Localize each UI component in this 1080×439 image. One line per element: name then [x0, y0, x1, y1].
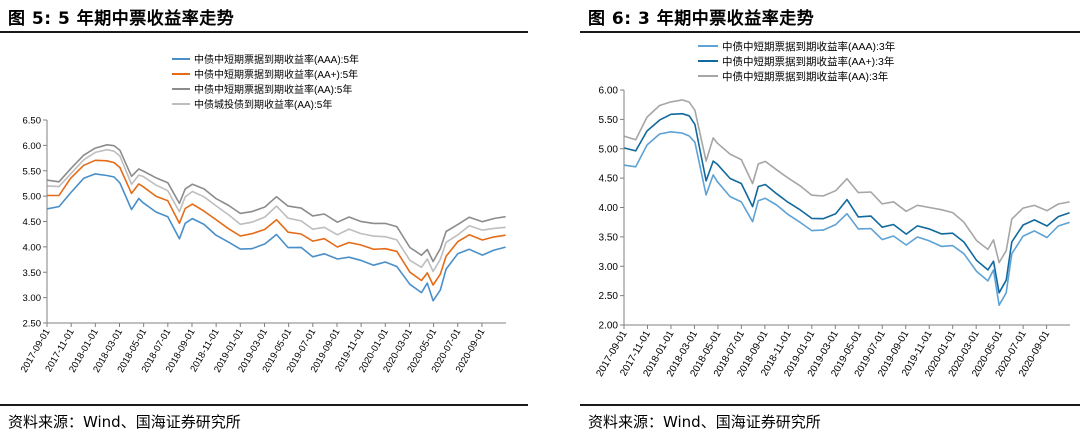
y-tick-label: 6.00 [599, 86, 619, 97]
series-line [624, 131, 1070, 307]
y-tick-label: 6.50 [23, 116, 42, 127]
legend: 中债中短期票据到期收益率(AAA):5年 中债中短期票据到期收益率(AA+):5… [172, 53, 359, 111]
legend-item: 中债城投债到期收益率(AA):5年 [172, 98, 332, 111]
y-tick-label: 4.50 [599, 174, 619, 185]
figure-6-chart: 中债中短期票据到期收益率(AAA):3年 中债中短期票据到期收益率(AA+):3… [594, 40, 1070, 379]
y-tick-label: 2.50 [599, 291, 619, 302]
figure-5-title: 图 5: 5 年期中票收益率走势 [8, 9, 235, 29]
legend-label: 中债中短期票据到期收益率(AA):5年 [194, 83, 352, 96]
figure-5-source: 资料来源：Wind、国海证券研究所 [8, 413, 241, 431]
legend-label: 中债城投债到期收益率(AA):5年 [194, 98, 332, 111]
y-tick-label: 3.50 [23, 268, 42, 279]
legend-label: 中债中短期票据到期收益率(AA):3年 [722, 70, 888, 83]
figure-6-source: 资料来源：Wind、国海证券研究所 [588, 413, 821, 431]
figure-6-title: 图 6: 3 年期中票收益率走势 [588, 9, 815, 29]
y-tick-label: 5.00 [23, 192, 42, 203]
legend-item: 中债中短期票据到期收益率(AAA):3年 [698, 40, 895, 53]
series-line [47, 159, 506, 286]
y-tick-label: 3.00 [599, 262, 619, 273]
legend-label: 中债中短期票据到期收益率(AA+):5年 [194, 68, 358, 81]
series-line [47, 144, 506, 263]
y-tick-label: 5.50 [599, 115, 619, 126]
series-line [47, 173, 506, 302]
legend-label: 中债中短期票据到期收益率(AAA):3年 [722, 40, 895, 53]
figure-5-chart: 中债中短期票据到期收益率(AAA):5年 中债中短期票据到期收益率(AA+):5… [19, 53, 506, 375]
legend-item: 中债中短期票据到期收益率(AA+):3年 [698, 55, 894, 68]
figure-6-panel: 图 6: 3 年期中票收益率走势 中债中短期票据到期收益率(AAA):3年 中债… [580, 0, 1080, 439]
y-tick-label: 5.50 [23, 166, 42, 177]
figure-5-panel: 图 5: 5 年期中票收益率走势 中债中短期票据到期收益率(AAA):5年 中债… [0, 0, 528, 439]
series-line [47, 148, 506, 273]
series-line [624, 112, 1070, 294]
y-tick-label: 4.00 [599, 203, 619, 214]
legend-item: 中债中短期票据到期收益率(AA):5年 [172, 83, 352, 96]
figure-6-bottom-rule [580, 404, 1080, 406]
y-tick-label: 3.50 [599, 232, 619, 243]
legend: 中债中短期票据到期收益率(AAA):3年 中债中短期票据到期收益率(AA+):3… [698, 40, 895, 83]
y-tick-label: 6.00 [23, 141, 42, 152]
y-tick-label: 4.00 [23, 242, 42, 253]
series-line [624, 99, 1070, 264]
figure-5-top-rule [0, 31, 528, 33]
figure-6-top-rule [580, 31, 1080, 33]
plot-area: 6.506.005.505.004.504.003.503.002.502017… [19, 116, 506, 375]
figure-5-bottom-rule [0, 404, 528, 406]
plot-area: 6.005.505.004.504.003.503.002.502.002017… [594, 86, 1070, 379]
y-tick-label: 2.00 [599, 321, 619, 332]
legend-item: 中债中短期票据到期收益率(AAA):5年 [172, 53, 359, 66]
y-tick-label: 3.00 [23, 293, 42, 304]
y-tick-label: 4.50 [23, 217, 42, 228]
y-tick-label: 2.50 [23, 319, 42, 330]
legend-item: 中债中短期票据到期收益率(AA):3年 [698, 70, 888, 83]
legend-label: 中债中短期票据到期收益率(AAA):5年 [194, 53, 359, 66]
legend-label: 中债中短期票据到期收益率(AA+):3年 [722, 55, 894, 68]
legend-item: 中债中短期票据到期收益率(AA+):5年 [172, 68, 358, 81]
y-tick-label: 5.00 [599, 144, 619, 155]
